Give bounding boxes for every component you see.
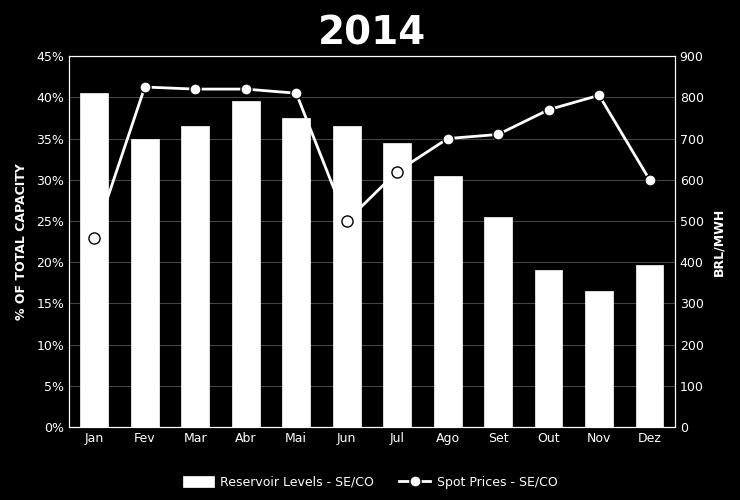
Spot Prices - SE/CO bbox=[443, 136, 452, 141]
Spot Prices - SE/CO bbox=[343, 218, 352, 224]
Bar bbox=[232, 102, 260, 427]
Bar bbox=[585, 291, 613, 427]
Spot Prices - SE/CO bbox=[241, 86, 250, 92]
Y-axis label: % OF TOTAL CAPACITY: % OF TOTAL CAPACITY bbox=[15, 163, 28, 320]
Spot Prices - SE/CO bbox=[645, 177, 654, 183]
Line: Spot Prices - SE/CO: Spot Prices - SE/CO bbox=[89, 82, 655, 243]
Spot Prices - SE/CO bbox=[141, 84, 149, 90]
Spot Prices - SE/CO bbox=[90, 234, 98, 240]
Bar bbox=[333, 126, 360, 427]
Bar bbox=[383, 142, 411, 427]
Y-axis label: BRL/MWH: BRL/MWH bbox=[712, 208, 725, 276]
Bar bbox=[535, 270, 562, 427]
Legend: Reservoir Levels - SE/CO, Spot Prices - SE/CO: Reservoir Levels - SE/CO, Spot Prices - … bbox=[178, 471, 562, 494]
Bar bbox=[81, 93, 108, 427]
Bar bbox=[484, 217, 512, 427]
Bar bbox=[283, 118, 310, 427]
Spot Prices - SE/CO bbox=[393, 168, 402, 174]
Spot Prices - SE/CO bbox=[292, 90, 300, 96]
Spot Prices - SE/CO bbox=[191, 86, 200, 92]
Bar bbox=[636, 264, 664, 427]
Spot Prices - SE/CO bbox=[544, 106, 553, 112]
Bar bbox=[131, 138, 158, 427]
Spot Prices - SE/CO bbox=[595, 92, 604, 98]
Spot Prices - SE/CO bbox=[494, 132, 502, 138]
Bar bbox=[181, 126, 209, 427]
Bar bbox=[434, 176, 462, 427]
Title: 2014: 2014 bbox=[317, 15, 426, 53]
